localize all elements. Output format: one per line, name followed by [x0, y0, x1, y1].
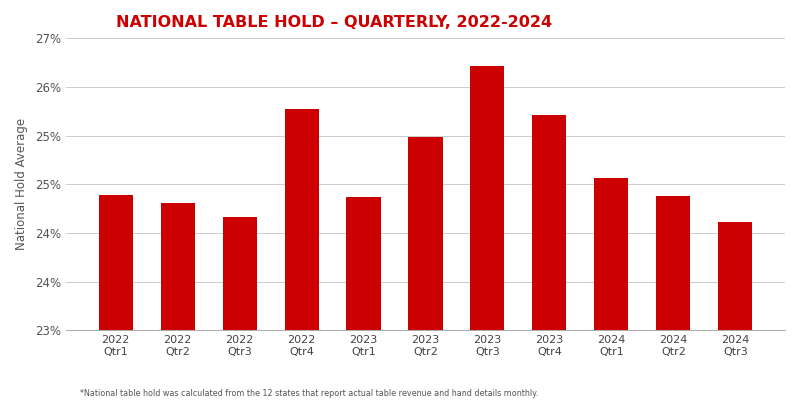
Bar: [594, 178, 628, 400]
Text: *National table hold was calculated from the 12 states that report actual table : *National table hold was calculated from…: [80, 389, 538, 398]
Bar: [470, 66, 505, 400]
Bar: [161, 202, 194, 400]
Bar: [285, 109, 318, 400]
Text: NATIONAL TABLE HOLD – QUARTERLY, 2022-2024: NATIONAL TABLE HOLD – QUARTERLY, 2022-20…: [116, 15, 552, 30]
Bar: [98, 195, 133, 400]
Bar: [656, 196, 690, 400]
Bar: [718, 222, 752, 400]
Bar: [346, 198, 381, 400]
Bar: [409, 137, 442, 400]
Bar: [222, 217, 257, 400]
Y-axis label: National Hold Average: National Hold Average: [15, 118, 28, 250]
Bar: [532, 115, 566, 400]
